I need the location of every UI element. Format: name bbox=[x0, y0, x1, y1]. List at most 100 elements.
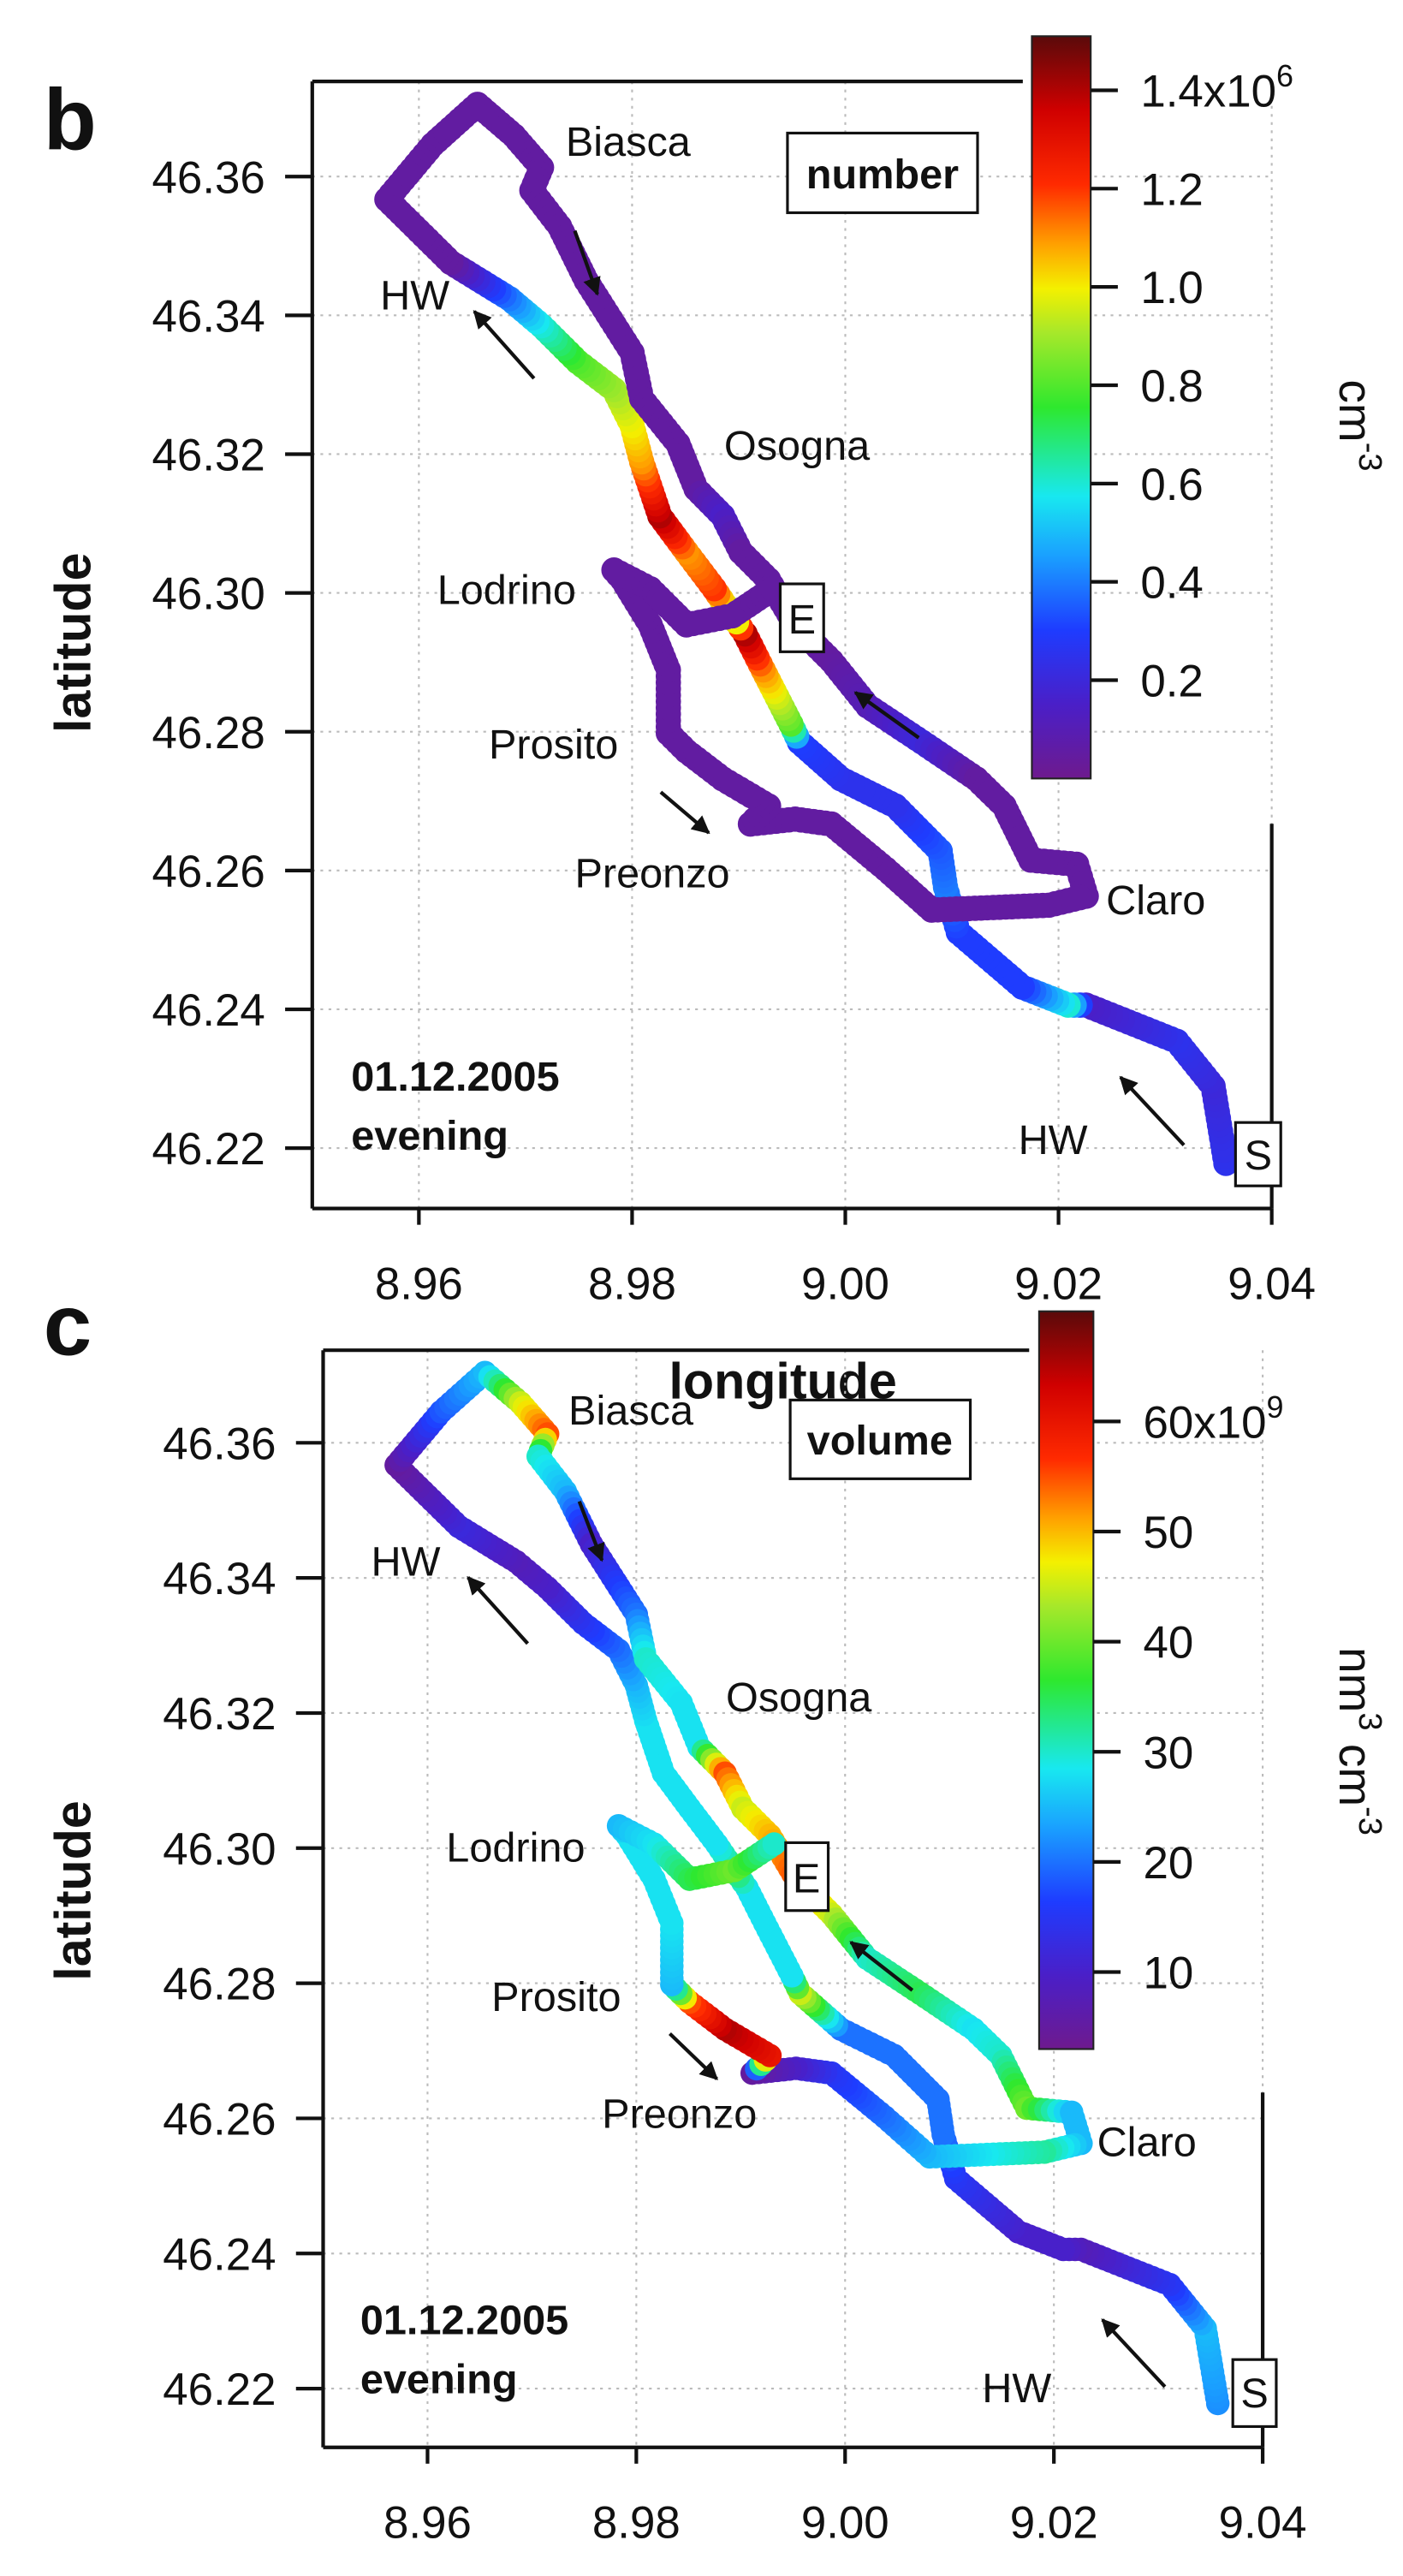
direction-arrow bbox=[1101, 2318, 1167, 2389]
x-tick-label: 8.98 bbox=[588, 1258, 676, 1309]
time-of-day-label: evening bbox=[360, 2356, 518, 2402]
start-marker-box bbox=[1234, 1121, 1282, 1187]
variable-label: volume bbox=[807, 1418, 953, 1464]
variable-label-box bbox=[786, 131, 979, 215]
date-label: 01.12.2005 bbox=[360, 2298, 568, 2344]
panel-letter: b bbox=[44, 70, 97, 168]
y-tick-label: 46.22 bbox=[163, 2365, 276, 2415]
colorbar-tick-label: 0.4 bbox=[1140, 558, 1203, 609]
colorbar-tick-label: 30 bbox=[1143, 1728, 1193, 1778]
y-tick-label: 46.34 bbox=[163, 1554, 276, 1604]
x-tick-label: 9.04 bbox=[1228, 1258, 1316, 1309]
y-tick-label: 46.36 bbox=[152, 152, 265, 203]
start-marker-box bbox=[1231, 2358, 1278, 2429]
colorbar bbox=[1031, 35, 1092, 780]
colorbar-tick-label: 50 bbox=[1143, 1508, 1193, 1558]
y-tick-label: 46.32 bbox=[152, 431, 265, 481]
place-label-prosito: Prosito bbox=[491, 1974, 621, 2020]
direction-arrow bbox=[573, 229, 601, 296]
colorbar-tick-label: 20 bbox=[1143, 1838, 1193, 1889]
colorbar-tick-label: 10 bbox=[1143, 1948, 1193, 1998]
start-marker: S bbox=[1240, 2371, 1268, 2417]
start-marker: S bbox=[1245, 1133, 1272, 1179]
colorbar-unit-label: cm-3 bbox=[1329, 379, 1388, 471]
direction-arrow bbox=[467, 1576, 530, 1645]
x-tick-label: 9.02 bbox=[1014, 1258, 1103, 1309]
place-label-osogna: Osogna bbox=[726, 1675, 872, 1721]
direction-arrow bbox=[473, 310, 536, 380]
unit-superscript: 3 bbox=[1352, 1712, 1388, 1730]
place-label-osogna: Osogna bbox=[724, 423, 871, 469]
colorbar-tick-label: 60x109 bbox=[1143, 1389, 1283, 1448]
colorbar-tick-label: 40 bbox=[1143, 1618, 1193, 1669]
direction-arrow bbox=[1119, 1075, 1186, 1147]
place-label-claro: Claro bbox=[1106, 878, 1205, 924]
colorbar-exponent: 6 bbox=[1276, 58, 1293, 93]
date-label: 01.12.2005 bbox=[351, 1054, 559, 1100]
end-marker: E bbox=[788, 597, 816, 643]
y-tick-label: 46.22 bbox=[152, 1124, 265, 1175]
y-tick-label: 46.28 bbox=[152, 708, 265, 759]
unit-superscript: -3 bbox=[1352, 1806, 1388, 1835]
y-tick-label: 46.24 bbox=[163, 2229, 276, 2280]
place-label-lodrino: Lodrino bbox=[437, 567, 576, 613]
colorbar-tick-label: 0.2 bbox=[1140, 657, 1203, 707]
colorbar-tick-label: 0.8 bbox=[1140, 361, 1203, 412]
x-tick-label: 9.02 bbox=[1010, 2497, 1098, 2548]
place-label-hw-south: HW bbox=[1019, 1117, 1088, 1163]
x-tick-label: 8.96 bbox=[383, 2497, 472, 2548]
colorbar-tick-label: 1.0 bbox=[1140, 263, 1203, 313]
end-marker-box bbox=[778, 582, 825, 653]
x-tick-label: 9.00 bbox=[801, 2497, 889, 2548]
direction-arrow bbox=[659, 790, 710, 835]
panel-b-number-map: b 8.96 8.98 9.00 9.02 9.04 46.36 46.34 46.32 46.… bbox=[44, 35, 1388, 1410]
end-marker-box bbox=[784, 1841, 830, 1913]
y-tick-label: 46.26 bbox=[163, 2094, 276, 2145]
y-tick-label: 46.32 bbox=[163, 1689, 276, 1740]
x-tick-label: 9.00 bbox=[801, 1258, 889, 1309]
colorbar-exponent: 9 bbox=[1267, 1389, 1284, 1425]
unit-superscript: -3 bbox=[1352, 443, 1388, 472]
place-label-biasca: Biasca bbox=[568, 1388, 694, 1434]
place-label-hw-north: HW bbox=[372, 1538, 441, 1585]
y-tick-label: 46.36 bbox=[163, 1419, 276, 1469]
place-label-prosito: Prosito bbox=[489, 722, 618, 768]
colorbar-tick-label: 1.4x106 bbox=[1140, 58, 1293, 116]
place-label-preonzo: Preonzo bbox=[574, 850, 729, 896]
direction-arrow bbox=[577, 1501, 605, 1562]
end-marker: E bbox=[793, 1856, 820, 1902]
y-axis-title: latitude bbox=[45, 552, 102, 733]
place-label-claro: Claro bbox=[1097, 2119, 1197, 2165]
place-label-lodrino: Lodrino bbox=[446, 1825, 585, 1871]
panel-c-volume-map: c 8.96 8.98 9.00 9.02 9.04 46.36 46.34 46.32 46.… bbox=[44, 1276, 1388, 2548]
unit-text: nm bbox=[1329, 1647, 1382, 1712]
variable-label: number bbox=[806, 152, 959, 198]
direction-arrow bbox=[853, 691, 920, 740]
direction-arrow bbox=[669, 2032, 718, 2080]
track-point bbox=[762, 1832, 787, 1856]
unit-text: cm bbox=[1329, 1731, 1382, 1807]
variable-label-box bbox=[788, 1398, 972, 1480]
x-tick-label: 8.96 bbox=[375, 1258, 463, 1309]
colorbar bbox=[1037, 1310, 1095, 2050]
colorbar-tick-label: 0.6 bbox=[1140, 460, 1203, 510]
y-tick-label: 46.30 bbox=[152, 569, 265, 620]
place-label-hw-north: HW bbox=[380, 273, 449, 319]
y-axis-title: latitude bbox=[45, 1800, 102, 1981]
place-label-preonzo: Preonzo bbox=[602, 2091, 757, 2137]
panel-letter: c bbox=[44, 1276, 92, 1373]
y-tick-label: 46.34 bbox=[152, 291, 265, 342]
unit-text: cm bbox=[1329, 379, 1382, 442]
x-tick-label: 8.98 bbox=[592, 2497, 681, 2548]
y-tick-label: 46.24 bbox=[152, 985, 265, 1036]
y-tick-label: 46.28 bbox=[163, 1960, 276, 2010]
direction-arrow bbox=[849, 1941, 914, 1992]
colorbar-tick-label: 1.2 bbox=[1140, 164, 1203, 215]
place-label-biasca: Biasca bbox=[566, 119, 692, 165]
place-label-hw-south: HW bbox=[982, 2365, 1051, 2412]
time-of-day-label: evening bbox=[351, 1113, 508, 1159]
y-tick-label: 46.26 bbox=[152, 847, 265, 897]
x-tick-label: 9.04 bbox=[1219, 2497, 1307, 2548]
y-tick-label: 46.30 bbox=[163, 1824, 276, 1875]
